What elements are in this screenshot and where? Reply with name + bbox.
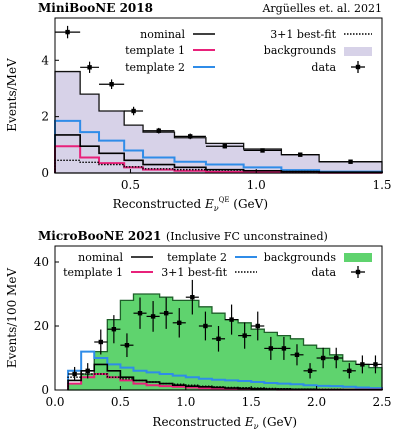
microboone-ytick-label: 20 [34,319,49,333]
microboone-data-point [107,315,121,344]
microboone-ticks: 0.0 0.5 1.0 1.5 2.0 2.5 0 20 40 [34,255,392,409]
legend-swatch-backgrounds-2 [344,253,372,262]
miniboone-legend: nominal template 1 template 2 3+1 best-f… [125,28,372,74]
microboone-data-point [120,333,134,358]
microboone-ylabel: Events/100 MeV [5,268,19,369]
miniboone-ytick-label: 2 [41,110,49,124]
microboone-data-point [355,355,369,374]
miniboone-data-point [243,148,282,153]
microboone-data-point [225,304,239,335]
legend-label-nominal: nominal [140,28,185,41]
microboone-data-point [303,363,317,379]
miniboone-data-point [174,133,206,140]
microboone-xtick-label: 1.5 [242,395,261,409]
legend-label-backgrounds-2: backgrounds [264,251,337,264]
miniboone-data-point [80,61,100,73]
miniboone-xtick-label: 0.5 [121,178,140,192]
legend-label-best-fit: 3+1 best-fit [270,28,336,41]
miniboone-xtick-label: 1.0 [247,178,266,192]
microboone-data-point [211,326,226,352]
microboone-subtitle: (Inclusive FC unconstrained) [166,230,328,243]
miniboone-data-point [143,127,175,134]
microboone-backgrounds-histogram [67,293,383,391]
miniboone-data-point [99,79,125,90]
microboone-data-point [238,322,252,349]
microboone-data-point [146,301,160,332]
microboone-data-point [198,311,212,341]
miniboone-data-point [319,159,382,164]
microboone-data-point [342,363,356,379]
microboone-data-point [159,297,173,329]
microboone-data-point [264,336,278,360]
miniboone-xlabel: Reconstructed EνQE (GeV) [113,196,268,213]
miniboone-data-point [124,106,144,116]
microboone-data-points [68,279,382,382]
miniboone-signal-histograms [54,119,383,174]
miniboone-data-points [55,25,382,164]
miniboone-template-2-step [54,119,383,173]
miniboone-best-fit-step [54,159,383,173]
miniboone-ytick-label: 4 [41,53,49,67]
microboone-axes-frame [54,245,383,391]
legend-label-nominal-2: nominal [78,251,123,264]
legend-label-template-2-2: template 2 [167,251,227,264]
legend-swatch-data [351,61,365,73]
microboone-xlabel: Reconstructed Eν (GeV) [152,415,297,431]
legend-swatch-backgrounds [344,47,372,56]
miniboone-plot-area: 0.5 1.0 1.5 0 2 4 [41,17,392,192]
miniboone-backgrounds-histogram [54,70,383,174]
miniboone-ytick-label: 0 [41,166,49,180]
microboone-data-point [68,366,82,382]
microboone-data-point [185,279,199,315]
miniboone-title: MiniBooNE 2018 [38,1,153,15]
microboone-data-point [94,329,108,355]
microboone-xtick-label: 1.0 [176,395,195,409]
miniboone-ticks: 0.5 1.0 1.5 0 2 4 [41,53,391,192]
microboone-xtick-label: 0.0 [45,395,64,409]
microboone-panel: MicroBooNE 2021 (Inclusive FC unconstrai… [5,229,392,431]
microboone-backgrounds-step [67,293,383,391]
microboone-data-point [316,347,330,369]
microboone-template-2-step [67,350,383,390]
microboone-ytick-label: 40 [34,255,49,269]
miniboone-data-point [55,25,81,39]
legend-label-data-2: data [311,266,336,279]
miniboone-axes-frame [54,17,383,174]
microboone-data-point [133,297,147,329]
legend-label-backgrounds: backgrounds [264,44,337,57]
microboone-xtick-label: 2.0 [307,395,326,409]
microboone-legend: nominal template 2 backgrounds template … [63,251,372,279]
miniboone-backgrounds-step [54,70,383,174]
microboone-data-point [290,344,304,366]
miniboone-nominal-step [54,134,383,173]
legend-label-data: data [311,61,336,74]
legend-label-template-2: template 2 [125,61,185,74]
microboone-plot-area: 0.0 0.5 1.0 1.5 2.0 2.5 0 20 40 [34,245,392,409]
microboone-data-point [277,336,291,360]
miniboone-data-point [205,143,244,149]
microboone-data-point [81,363,95,379]
microboone-xtick-label: 0.5 [111,395,130,409]
miniboone-ylabel: Events/MeV [5,58,19,132]
microboone-title: MicroBooNE 2021 [38,229,161,243]
microboone-data-point [329,347,343,369]
legend-swatch-data-2 [351,266,365,278]
microboone-data-point [251,311,265,341]
microboone-xtick-label: 2.5 [372,395,391,409]
miniboone-panel: MiniBooNE 2018 Argüelles et. al. 2021 0.… [5,1,392,213]
microboone-data-point [172,308,186,338]
legend-label-template-1: template 1 [125,44,185,57]
miniboone-xtick-label: 1.5 [372,178,391,192]
miniboone-data-point [281,152,320,157]
legend-label-best-fit-2: 3+1 best-fit [161,266,227,279]
microboone-ytick-label: 0 [41,383,49,397]
microboone-data-point [368,355,382,374]
legend-label-template-1-2: template 1 [63,266,123,279]
miniboone-subtitle: Argüelles et. al. 2021 [261,2,382,15]
